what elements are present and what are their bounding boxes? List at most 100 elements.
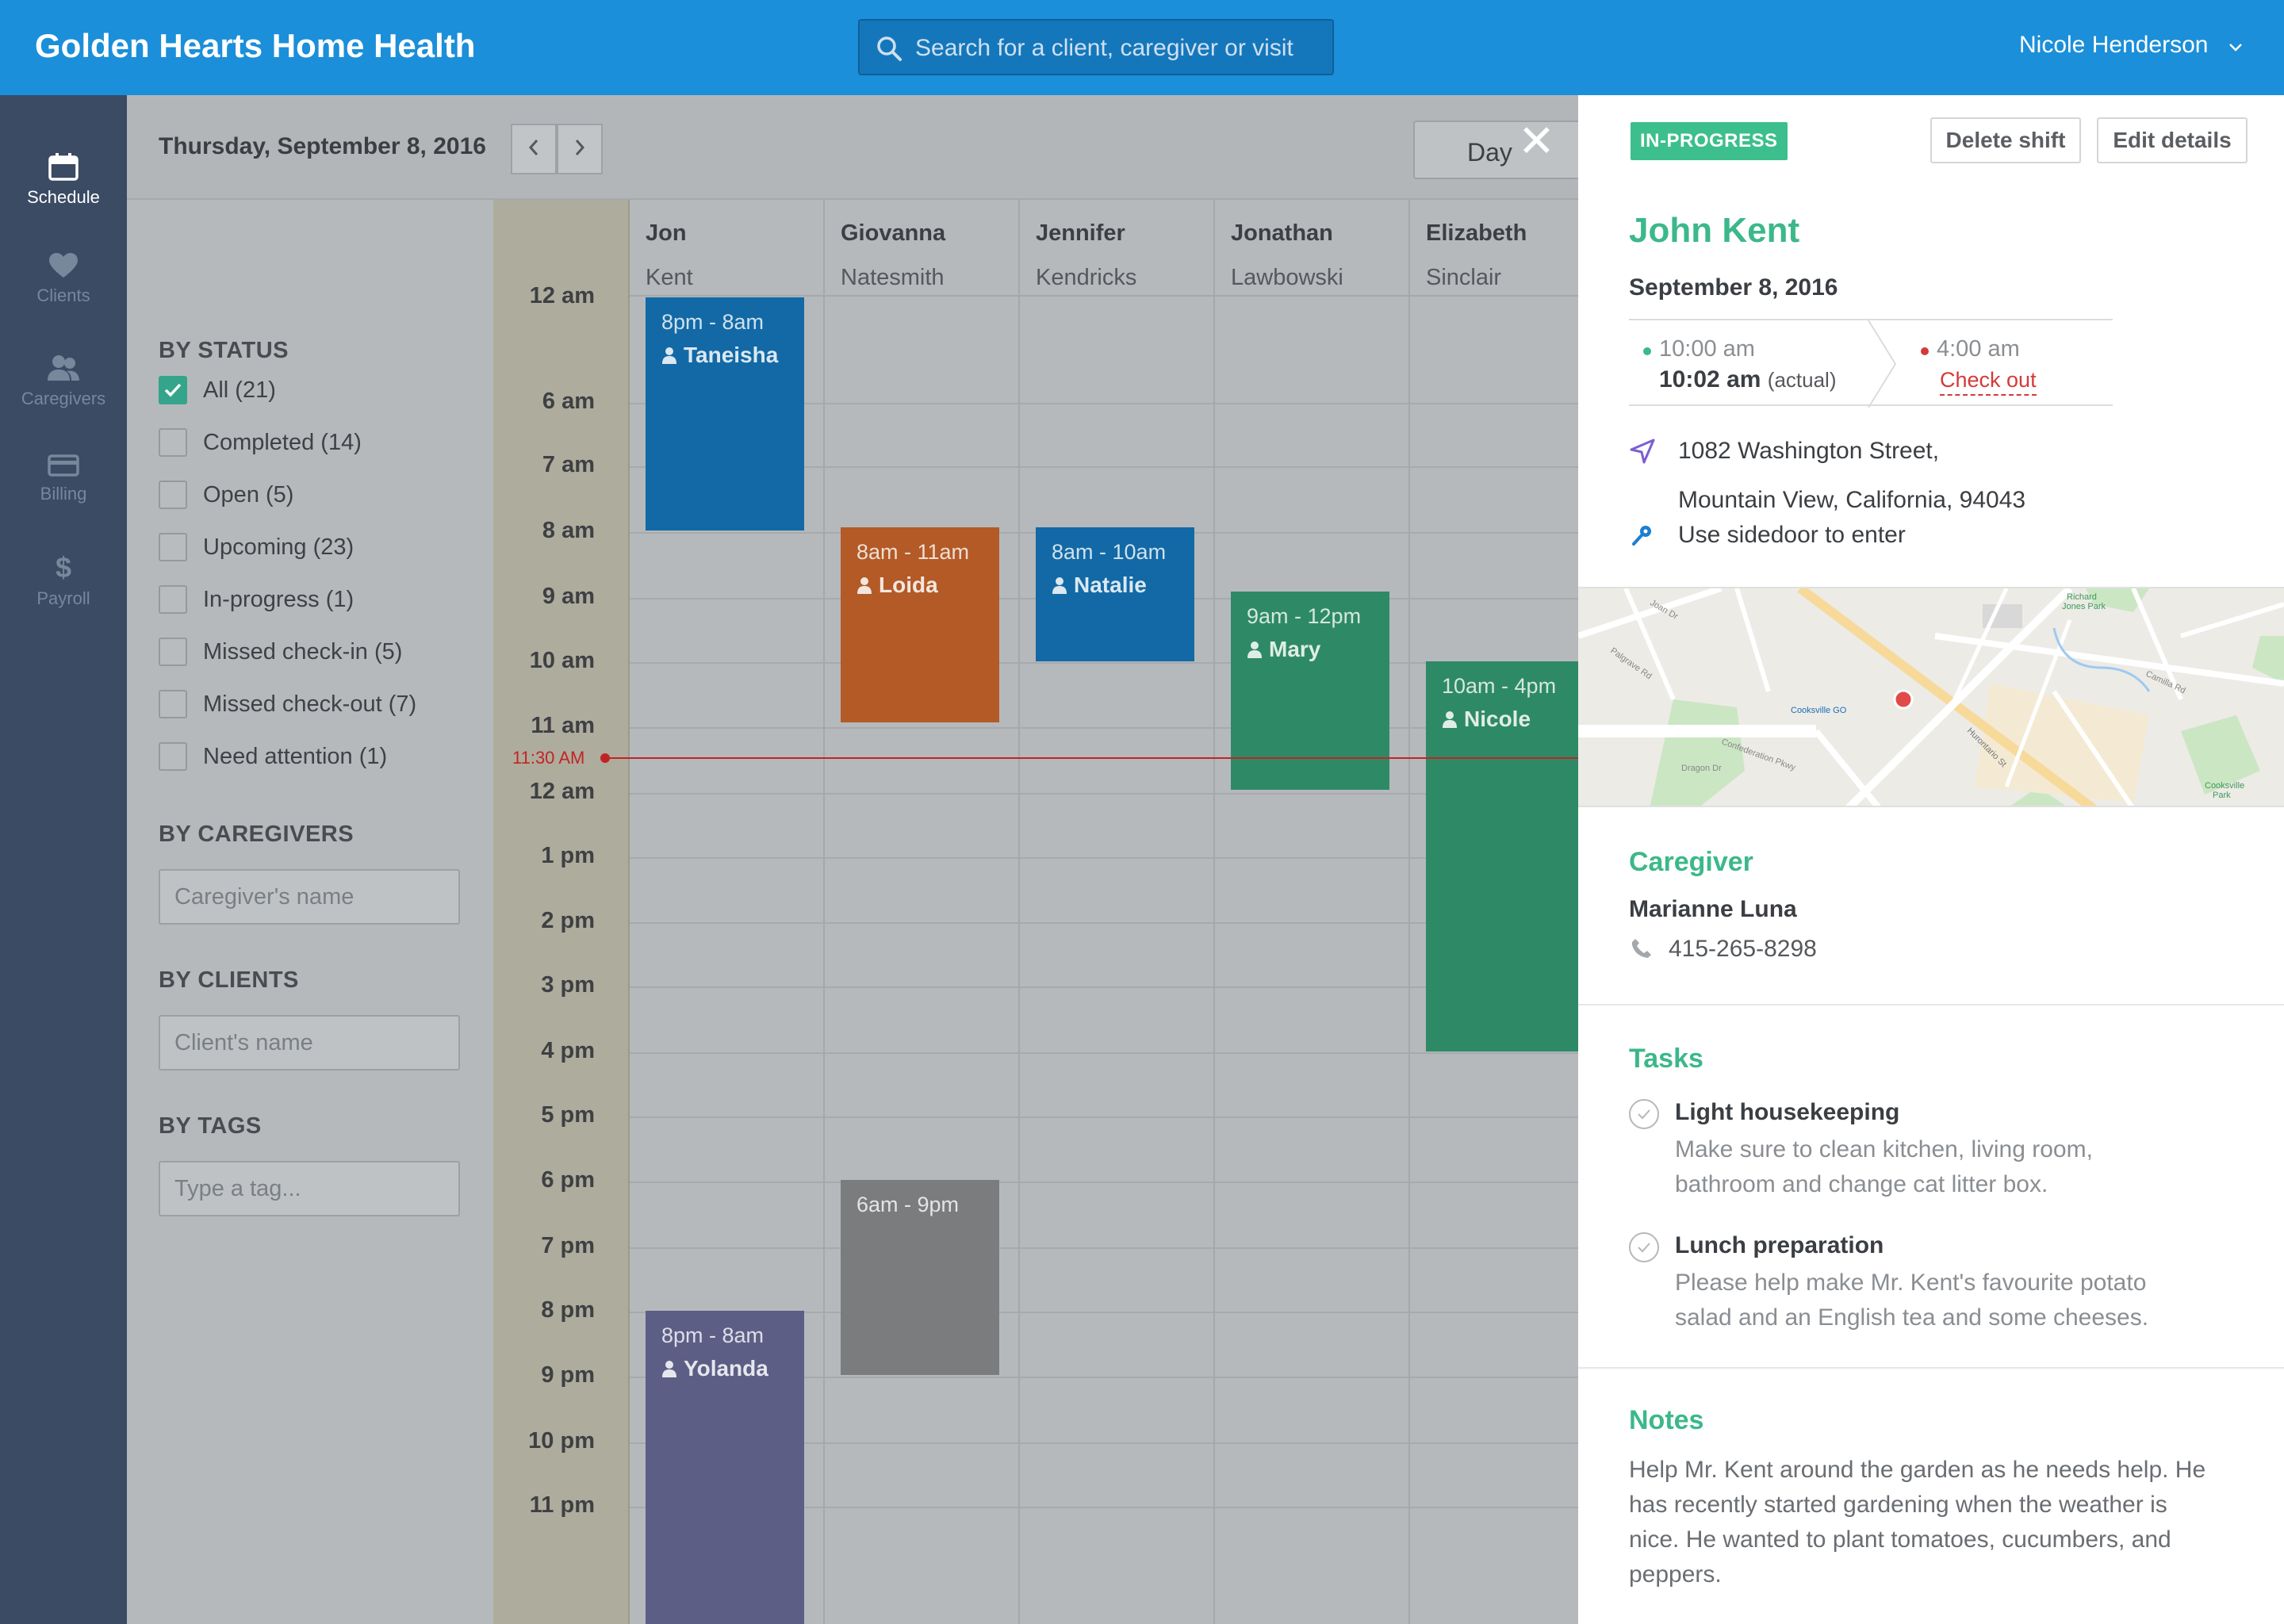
svg-text:$: $ (56, 552, 71, 582)
caregiver-phone[interactable]: 415-265-8298 (1669, 936, 1817, 962)
status-checkbox[interactable] (159, 690, 187, 718)
status-checkbox[interactable] (159, 742, 187, 771)
client-column-header[interactable]: Giovanna Natesmith (825, 200, 1020, 297)
status-checkbox[interactable] (159, 376, 187, 404)
search-box[interactable] (858, 19, 1334, 75)
close-icon[interactable]: ✕ (1518, 116, 1555, 166)
shift-block[interactable]: 8am - 11am Loida (841, 527, 999, 722)
hour-gridline (630, 662, 1578, 664)
caregiver-name-input[interactable] (159, 869, 460, 925)
status-filter-2[interactable]: Open (5) (159, 479, 293, 511)
status-checkbox[interactable] (159, 533, 187, 561)
column-divider (823, 200, 825, 1624)
map-graphic: Cooksville GO Richard Jones Park Cooksvi… (1578, 588, 2284, 806)
client-column-header[interactable]: Jennifer Kendricks (1020, 200, 1215, 297)
arrow-divider (1868, 320, 1897, 408)
client-first-name: Giovanna (841, 220, 946, 246)
status-filter-4[interactable]: In-progress (1) (159, 584, 354, 615)
shift-caregiver-name: Taneisha (684, 343, 779, 367)
person-icon (1052, 577, 1067, 594)
shift-block[interactable]: 9am - 12pm Mary (1231, 592, 1389, 790)
search-input[interactable] (915, 29, 1320, 68)
location-map[interactable]: Cooksville GO Richard Jones Park Cooksvi… (1578, 587, 2284, 807)
status-filter-1[interactable]: Completed (14) (159, 427, 362, 458)
user-menu[interactable]: Nicole Henderson (2019, 32, 2244, 59)
view-day-button[interactable]: Day (1413, 121, 1588, 179)
shift-block[interactable]: 6am - 9pm (841, 1180, 999, 1375)
svg-text:Cooksville GO: Cooksville GO (1791, 706, 1847, 715)
status-label: Need attention (1) (203, 743, 388, 769)
date-label: Thursday, September 8, 2016 (159, 133, 486, 159)
shift-time: 6am - 9pm (856, 1193, 960, 1216)
hour-label: 1 pm (541, 843, 595, 868)
hour-label: 10 am (529, 648, 595, 673)
client-name-input[interactable] (159, 1015, 460, 1071)
client-column-header[interactable]: Elizabeth Sinclair (1410, 200, 1605, 297)
shift-caregiver-name: Natalie (1074, 573, 1147, 597)
hour-label: 12 am (529, 779, 595, 804)
delete-shift-button[interactable]: Delete shift (1930, 117, 2081, 163)
column-divider (1018, 200, 1020, 1624)
prev-day-button[interactable] (511, 124, 557, 174)
status-checkbox[interactable] (159, 585, 187, 614)
schedule-main: Thursday, September 8, 2016 Day ✕ BY STA… (127, 95, 1605, 1624)
client-column-header[interactable]: Jonathan Lawbowski (1215, 200, 1410, 297)
shift-block[interactable]: 8pm - 8am Taneisha (646, 297, 804, 530)
next-day-button[interactable] (557, 124, 603, 174)
access-note: Use sidedoor to enter (1678, 522, 1906, 548)
hour-gridline (630, 922, 1578, 924)
check-out-link[interactable]: Check out (1940, 368, 2037, 396)
nav-item-schedule[interactable]: Schedule (0, 152, 127, 208)
hour-gridline (630, 1377, 1578, 1378)
actual-suffix: (actual) (1767, 368, 1837, 392)
nav-item-billing[interactable]: Billing (0, 454, 127, 504)
hour-label: 4 pm (541, 1038, 595, 1063)
hour-gridline (630, 466, 1578, 468)
person-icon (857, 577, 872, 594)
status-label: Upcoming (23) (203, 534, 354, 560)
hour-label: 8 am (542, 518, 595, 543)
task-check-icon[interactable] (1629, 1099, 1659, 1129)
task-check-icon[interactable] (1629, 1232, 1659, 1262)
nav-item-payroll[interactable]: $ Payroll (0, 552, 127, 609)
status-checkbox[interactable] (159, 638, 187, 666)
edit-details-button[interactable]: Edit details (2097, 117, 2248, 163)
actual-start-time: 10:02 am (1659, 366, 1761, 393)
status-checkbox[interactable] (159, 481, 187, 509)
hour-gridline (630, 1182, 1578, 1183)
date-bar: Thursday, September 8, 2016 Day ✕ (127, 95, 1588, 200)
section-divider (1578, 1004, 2284, 1005)
tag-input[interactable] (159, 1161, 460, 1216)
credit-card-icon (0, 454, 127, 477)
hour-gridline (630, 1247, 1578, 1249)
column-divider (1213, 200, 1215, 1624)
status-checkbox[interactable] (159, 428, 187, 457)
client-last-name: Sinclair (1426, 265, 1502, 290)
client-first-name: Jonathan (1231, 220, 1333, 246)
section-divider (1578, 1367, 2284, 1369)
task-title: Lunch preparation (1675, 1232, 1884, 1258)
hour-label: 7 pm (541, 1233, 595, 1258)
client-column-header[interactable]: Jon Kent (630, 200, 825, 297)
client-last-name: Natesmith (841, 265, 945, 290)
status-filter-7[interactable]: Need attention (1) (159, 741, 387, 772)
status-filter-3[interactable]: Upcoming (23) (159, 531, 354, 563)
key-icon (1631, 523, 1654, 551)
nav-item-clients[interactable]: Clients (0, 252, 127, 306)
svg-text:Park: Park (2213, 791, 2231, 800)
status-filter-0[interactable]: All (21) (159, 374, 276, 406)
nav-label-payroll: Payroll (36, 588, 90, 608)
client-last-name: Kendricks (1036, 265, 1137, 290)
shift-block[interactable]: 8pm - 8am Yolanda (646, 1311, 804, 1624)
status-filter-6[interactable]: Missed check-out (7) (159, 688, 416, 720)
nav-item-caregivers[interactable]: Caregivers (0, 354, 127, 409)
shift-block[interactable]: 8am - 10am Natalie (1036, 527, 1194, 661)
shift-time: 8pm - 8am (661, 310, 765, 334)
hour-label: 9 pm (541, 1362, 595, 1388)
caregiver-name: Marianne Luna (1629, 896, 1797, 922)
column-divider (1408, 200, 1410, 1624)
hour-gridline (630, 1116, 1578, 1118)
shift-block[interactable]: 10am - 4pm Nicole (1426, 661, 1585, 1051)
hour-label: 11 am (531, 713, 595, 738)
status-filter-5[interactable]: Missed check-in (5) (159, 636, 402, 668)
